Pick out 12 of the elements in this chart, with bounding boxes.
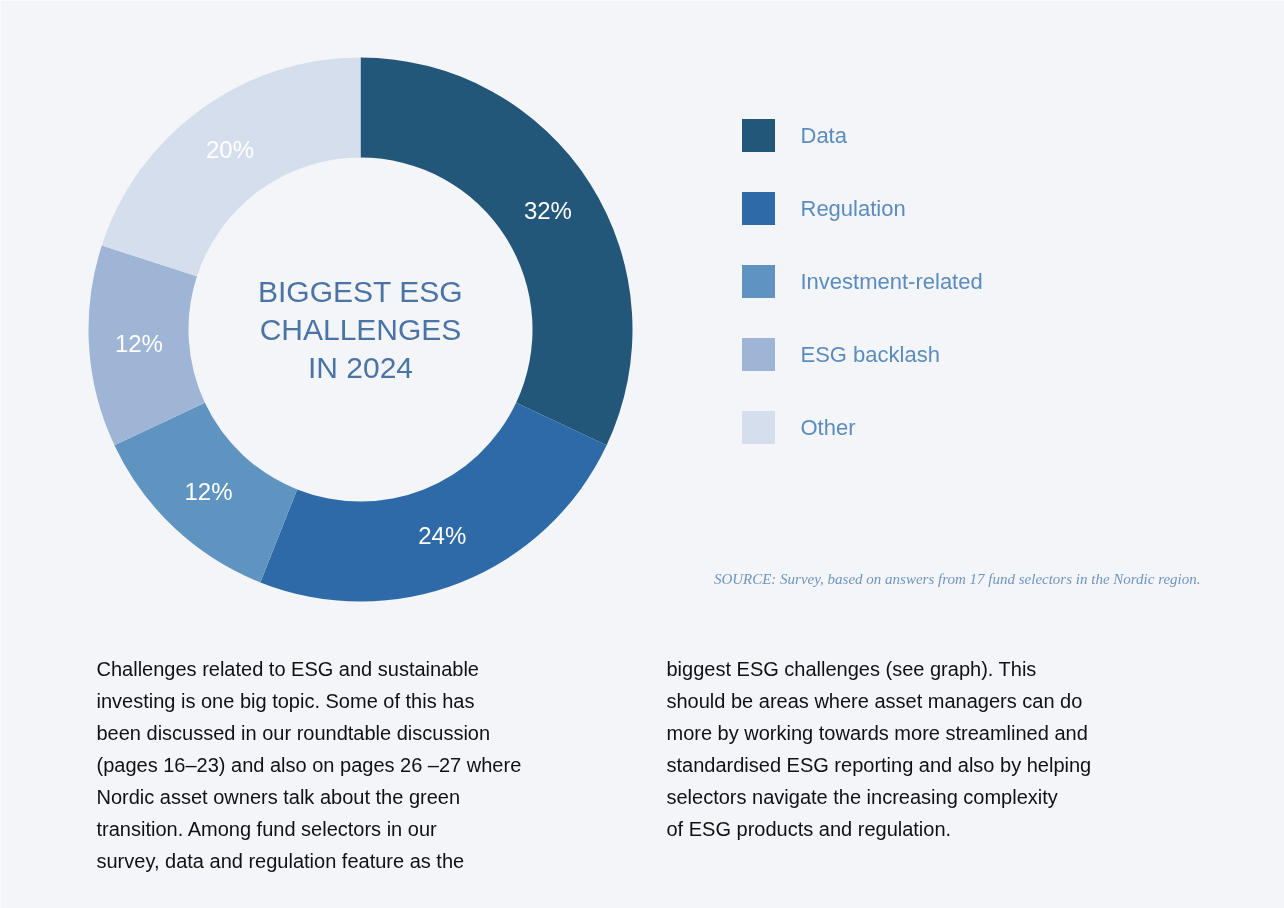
text: Challenges related to ESG and sustainable investing is one big topic. Some of this has been discussed in our roundtable discussion (pages 16–23) and also on pages 26 –27 where Nordic asset owners talk about the green transition. Among fund selectors in our survey, data and regulation feature as the biggest ESG challenges (see graph). This should be areas where asset managers can do more by working towards more streamlined and standardised ESG reporting and also by helping selectors navigate the increasing complexity of ESG products and regulation. [96,657,1092,872]
text: BIGGEST ESG CHALLENGES IN 2024 [257,275,463,384]
data-label: 12% [184,477,233,505]
data-label: 12% [114,329,163,357]
data-label: 24% [418,522,467,550]
source-note: SOURCE: Survey, based on answers from 17 fund selectors in the Nordic region. [713,570,1201,587]
legend-label: Investment-related [800,269,983,294]
legend-label: ESG backlash [800,342,940,367]
legend-label: Regulation [800,196,906,221]
data-label: 32% [523,197,572,225]
legend-label: Data [800,123,848,148]
legend-label: Other [800,415,856,440]
